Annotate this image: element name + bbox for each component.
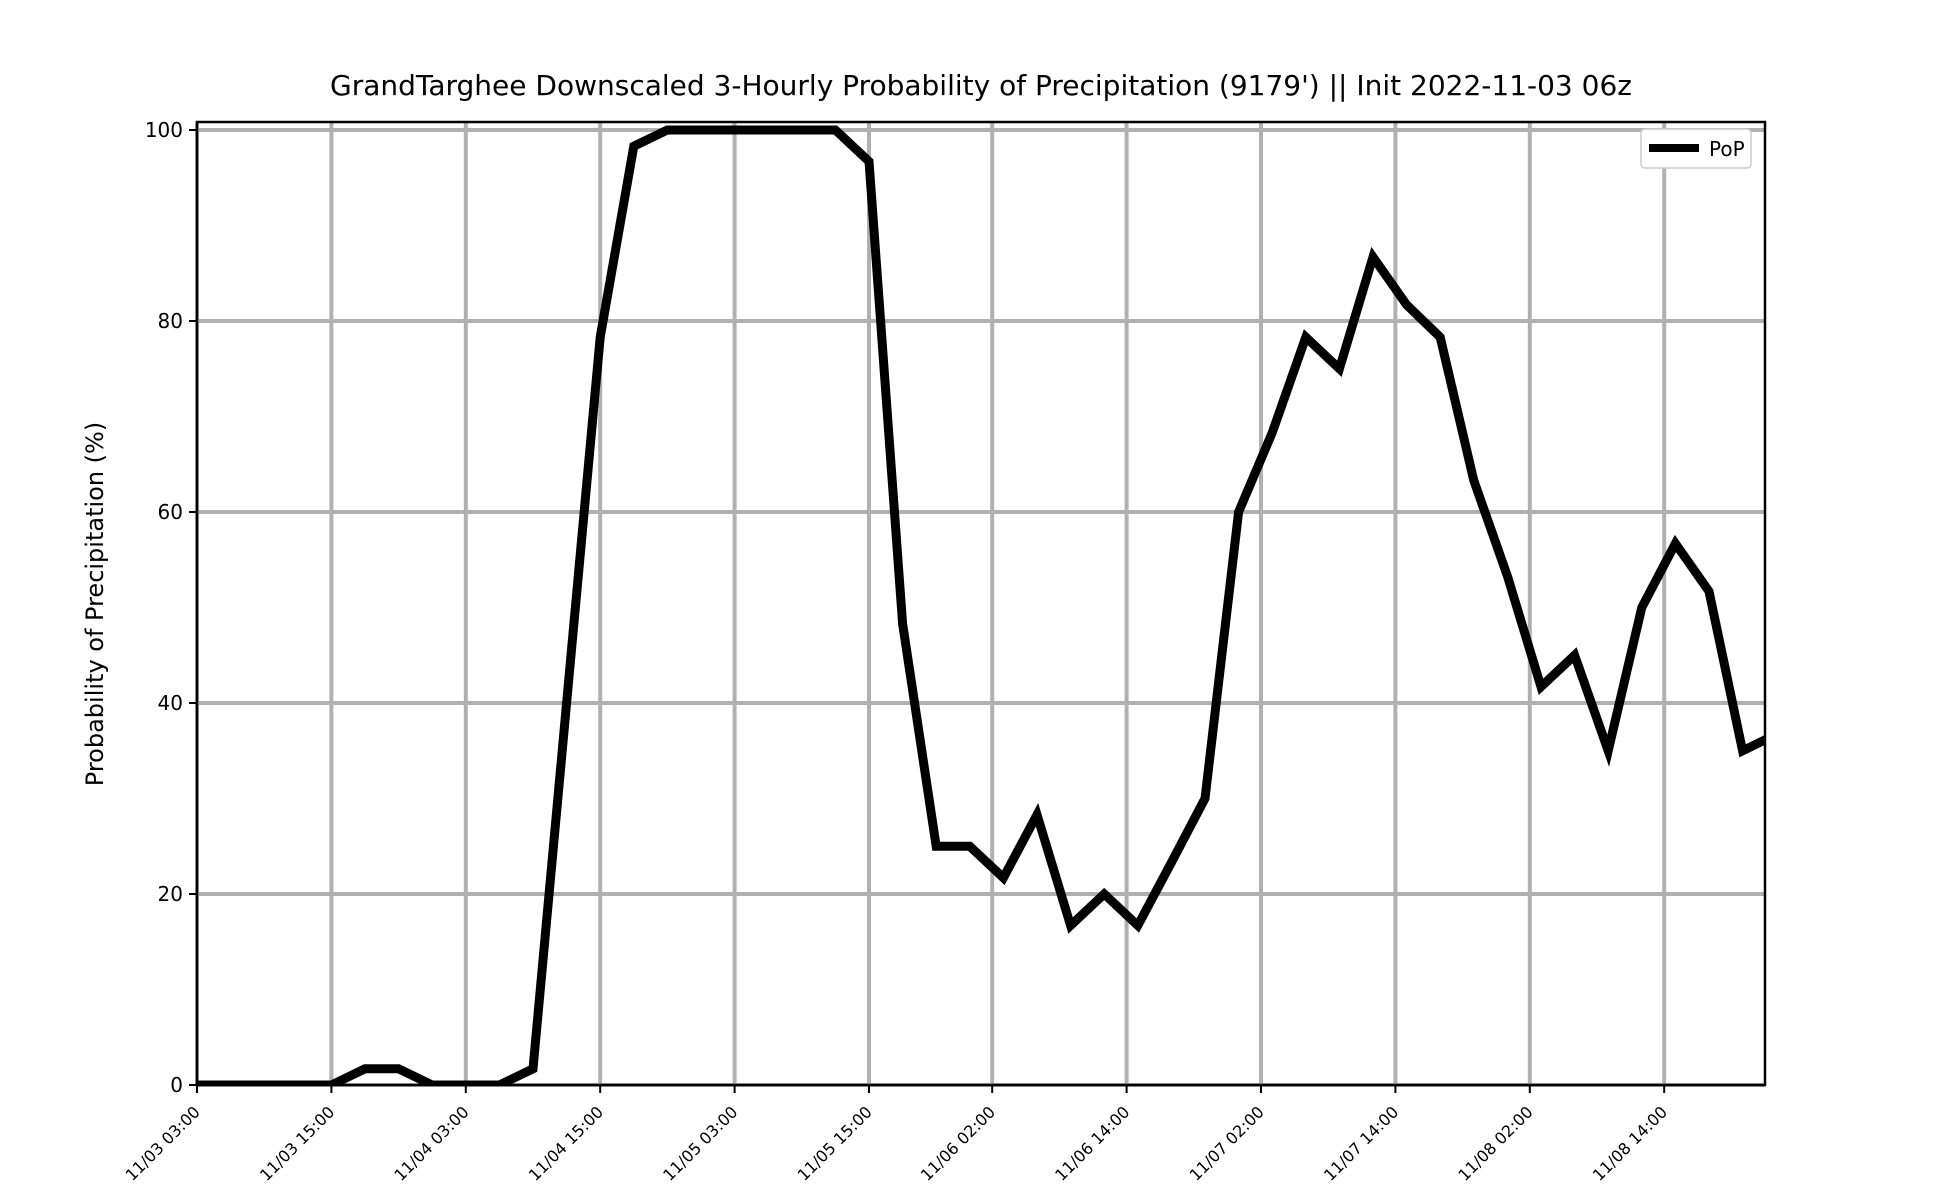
y-tick-label: 20 (158, 882, 183, 906)
y-tick-label: 40 (158, 691, 183, 715)
series-layer (197, 125, 1765, 1085)
legend-label: PoP (1709, 137, 1745, 161)
series-line-pop (197, 125, 1765, 1085)
y-tick-label: 100 (145, 118, 183, 142)
y-axis-label: Probability of Precipitation (%) (81, 422, 109, 786)
plot-frame (195, 120, 1767, 1087)
chart-title: GrandTarghee Downscaled 3-Hourly Probabi… (330, 69, 1632, 102)
y-tick-label: 80 (158, 309, 183, 333)
grid (195, 122, 1765, 1087)
y-tick-label: 60 (158, 500, 183, 524)
legend: PoP (1640, 128, 1752, 169)
y-tick-label: 0 (170, 1073, 183, 1097)
